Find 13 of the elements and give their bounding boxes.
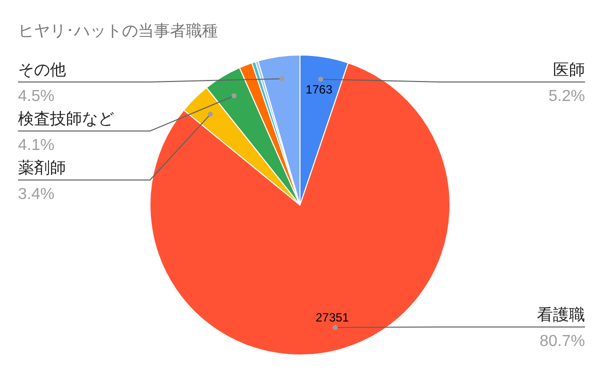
slice-label: 看護職 xyxy=(537,306,585,324)
slice-label: 医師 xyxy=(553,62,585,79)
text: 4.5% xyxy=(18,88,54,105)
text: 80.7% xyxy=(540,333,585,350)
slice-label: 検査技師など xyxy=(18,110,114,128)
data-label: 1763 xyxy=(306,82,333,97)
text: 3.4% xyxy=(18,186,54,203)
chart-title: ヒヤリ･ハットの当事者職種 xyxy=(18,22,218,40)
text: 4.1% xyxy=(18,137,54,154)
data-label: 27351 xyxy=(316,310,350,324)
slice-label: その他 xyxy=(18,62,66,79)
slice-label: 薬剤師 xyxy=(18,159,66,177)
text: 5.2% xyxy=(548,88,585,105)
